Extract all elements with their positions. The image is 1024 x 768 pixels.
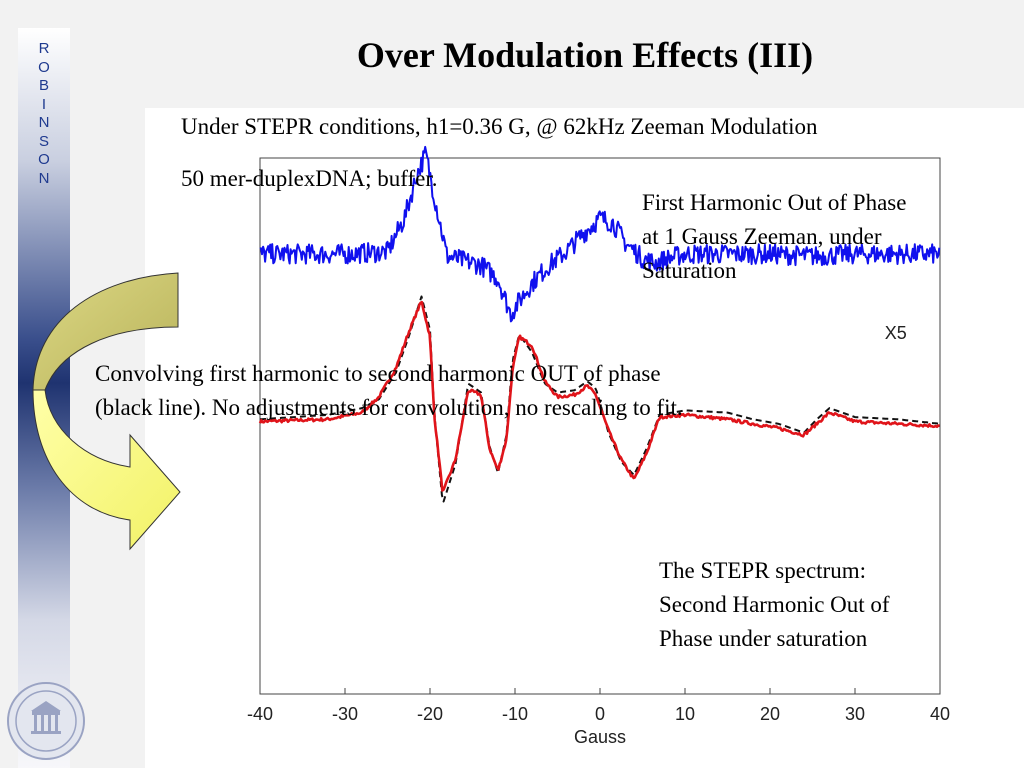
subtitle-line: Under STEPR conditions, h1=0.36 G, @ 62k… (181, 114, 818, 139)
x-tick-label: 30 (845, 704, 865, 724)
series-layer (258, 145, 941, 503)
university-of-washington-seal-icon (7, 682, 85, 760)
sidebar-letter: N (38, 114, 50, 131)
annotation-line: Saturation (642, 258, 737, 283)
x-axis-ticks (259, 688, 941, 694)
annotation-line: First Harmonic Out of Phase (642, 190, 907, 215)
annotation-line: The STEPR spectrum: (659, 558, 866, 583)
annotation-line: Convolving first harmonic to second harm… (95, 361, 661, 386)
annotation-line: (black line). No adjustments for convolu… (95, 395, 683, 420)
x-tick-label: -40 (247, 704, 273, 724)
scale-factor-label: X5 (885, 323, 907, 343)
series-line-first-harmonic (259, 145, 941, 323)
slide-title: Over Modulation Effects (III) (356, 35, 814, 75)
x-axis-tick-labels: -40 -30 -20 -10 0 10 20 30 40 (247, 704, 950, 724)
x-tick-label: 10 (675, 704, 695, 724)
sidebar-letter: R (38, 40, 50, 57)
x-tick-label: -30 (332, 704, 358, 724)
x-tick-label: -10 (502, 704, 528, 724)
sidebar-letter: S (38, 132, 49, 150)
curved-arrow-lower (32, 389, 181, 551)
annotation-line: at 1 Gauss Zeeman, under (642, 224, 882, 249)
x-tick-label: 20 (760, 704, 780, 724)
x-axis-label: Gauss (574, 727, 626, 747)
stepr-annotation: The STEPR spectrum: Second Harmonic Out … (659, 554, 890, 656)
annotation-line: Phase under saturation (659, 626, 868, 651)
sidebar-letter: B (38, 77, 49, 94)
subtitle-line: 50 mer-duplexDNA; buffer. (181, 166, 438, 191)
x-tick-label: -20 (417, 704, 443, 724)
sidebar-letter: N (38, 169, 50, 187)
sidebar-letter: O (38, 58, 50, 76)
first-harmonic-annotation: First Harmonic Out of Phase at 1 Gauss Z… (642, 186, 906, 288)
sidebar-letter: O (38, 151, 50, 168)
x-tick-label: 40 (930, 704, 950, 724)
sidebar-letter: I (41, 95, 47, 113)
convolving-annotation: Convolving first harmonic to second harm… (95, 357, 683, 425)
x-tick-label: 0 (595, 704, 605, 724)
series-line-stepr (258, 300, 940, 492)
content-panel (145, 108, 1024, 768)
annotation-line: Second Harmonic Out of (659, 592, 890, 617)
sidebar-letters: R O B I N S O N (18, 40, 70, 188)
